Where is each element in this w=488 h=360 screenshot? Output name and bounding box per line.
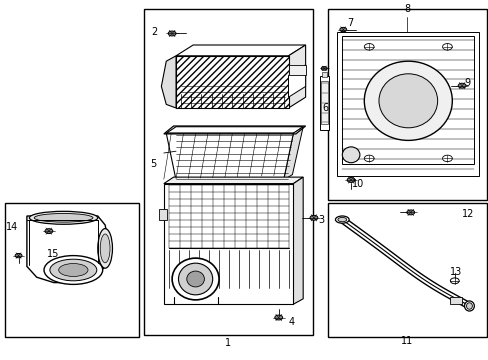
Ellipse shape [178,263,212,295]
Text: 1: 1 [225,338,231,348]
Bar [320,76,328,130]
Text: 12: 12 [461,209,473,219]
Text: 10: 10 [351,179,364,189]
Text: 9: 9 [464,78,470,88]
Ellipse shape [45,229,53,234]
Text: 14: 14 [6,222,18,232]
Text: 7: 7 [346,18,353,28]
Polygon shape [161,56,176,108]
Ellipse shape [29,211,98,224]
Polygon shape [176,56,288,108]
Polygon shape [293,177,303,304]
Ellipse shape [44,256,102,284]
Text: 6: 6 [322,103,328,113]
Polygon shape [163,177,303,184]
Ellipse shape [346,177,354,183]
Polygon shape [163,184,293,304]
Ellipse shape [337,217,346,222]
Bar [321,81,327,124]
Ellipse shape [457,83,465,88]
Bar [449,297,461,304]
Ellipse shape [34,213,93,222]
Text: 15: 15 [46,249,59,259]
Bar [5,203,139,337]
Bar [144,9,312,335]
Text: 2: 2 [151,27,158,37]
Text: 3: 3 [317,215,324,225]
Polygon shape [288,45,305,108]
Polygon shape [176,45,305,56]
Bar [159,209,167,220]
Ellipse shape [321,67,326,70]
Polygon shape [27,216,107,283]
Ellipse shape [309,215,317,220]
Polygon shape [166,133,293,180]
Text: 11: 11 [400,336,413,346]
Bar [288,65,305,75]
Bar [342,36,473,164]
Ellipse shape [364,44,373,50]
Polygon shape [283,127,303,180]
Ellipse shape [364,61,451,140]
Ellipse shape [172,258,219,300]
Bar [327,203,486,337]
Ellipse shape [274,315,282,320]
Polygon shape [337,32,478,176]
Ellipse shape [406,210,414,215]
Ellipse shape [342,147,359,163]
Ellipse shape [449,278,458,284]
Ellipse shape [100,234,110,263]
Ellipse shape [466,303,471,309]
Text: 4: 4 [288,317,294,327]
Ellipse shape [98,229,112,268]
Bar [327,9,486,200]
Text: 5: 5 [150,159,157,169]
Ellipse shape [59,264,88,276]
Ellipse shape [378,74,437,128]
Ellipse shape [442,44,451,50]
Ellipse shape [364,155,373,162]
Ellipse shape [15,253,22,258]
Ellipse shape [464,301,473,311]
Ellipse shape [186,271,204,287]
Ellipse shape [339,27,346,32]
Ellipse shape [335,216,348,223]
Polygon shape [166,127,303,133]
Polygon shape [288,65,305,97]
Ellipse shape [442,155,451,162]
Text: 8: 8 [404,4,409,14]
Text: 13: 13 [449,267,461,277]
Bar [322,72,326,77]
Ellipse shape [50,259,97,281]
Ellipse shape [168,31,176,36]
